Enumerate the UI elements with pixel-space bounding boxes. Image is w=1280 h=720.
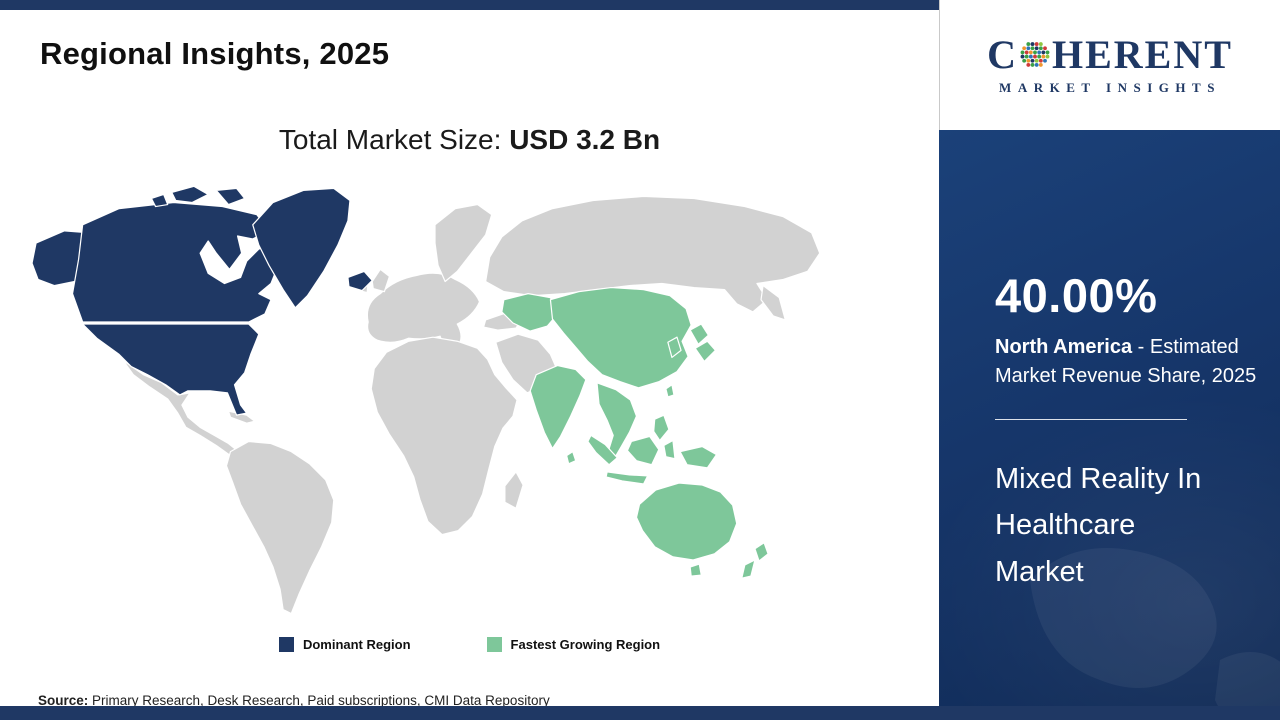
wordmark-prefix: C bbox=[987, 31, 1018, 77]
region-canada bbox=[71, 201, 280, 323]
source-text: Primary Research, Desk Research, Paid su… bbox=[92, 693, 550, 708]
dominant-region-swatch-icon bbox=[278, 637, 294, 652]
total-market-size-label: Total Market Size: bbox=[278, 124, 510, 155]
world-map bbox=[31, 185, 821, 615]
brand-logo-area: C HERENT MARKET INSIGHTS bbox=[939, 0, 1280, 130]
region-new-zealand-north bbox=[754, 542, 769, 562]
region-japan-south bbox=[694, 340, 717, 363]
region-scandinavia bbox=[434, 203, 493, 283]
main-area: Regional Insights, 2025 Total Market Siz… bbox=[0, 36, 939, 708]
bottom-accent-bar bbox=[0, 706, 1280, 720]
region-java bbox=[605, 471, 649, 485]
share-description: North America - Estimated Market Revenue… bbox=[995, 333, 1263, 391]
sidebar-panel: 40.00% North America - Estimated Market … bbox=[939, 130, 1280, 720]
legend-label-fastest-growing: Fastest Growing Region bbox=[510, 637, 661, 652]
region-arctic-island-1 bbox=[171, 185, 209, 204]
sidebar-divider bbox=[995, 419, 1187, 420]
region-sulawesi bbox=[663, 439, 676, 460]
region-taiwan bbox=[665, 384, 675, 398]
region-china-mongolia bbox=[549, 286, 692, 389]
region-new-zealand-south bbox=[741, 559, 756, 579]
map-legend: Dominant Region Fastest Growing Region bbox=[0, 637, 939, 652]
region-africa bbox=[370, 336, 518, 536]
region-japan-north bbox=[689, 323, 709, 345]
region-sri-lanka bbox=[566, 450, 577, 465]
total-market-size: Total Market Size: USD 3.2 Bn bbox=[0, 124, 939, 156]
market-name: Mixed Reality In Healthcare Market bbox=[995, 463, 1202, 588]
sidebar: C HERENT MARKET INSIGHTS 40.00% North Am bbox=[939, 0, 1280, 720]
region-arctic-island-2 bbox=[215, 187, 246, 206]
region-iceland bbox=[347, 270, 373, 292]
region-madagascar bbox=[504, 471, 524, 509]
share-desc-text: - Estimated Market Revenue Share, 2025 bbox=[995, 336, 1257, 387]
share-region: North America bbox=[995, 336, 1133, 358]
region-caribbean bbox=[227, 410, 256, 424]
globe-dots-icon bbox=[1020, 42, 1050, 67]
fastest-growing-regions bbox=[501, 286, 769, 579]
region-kamchatka bbox=[760, 284, 786, 321]
region-sumatra bbox=[587, 434, 618, 466]
share-value: 40.00% bbox=[995, 269, 1158, 322]
wordmark-suffix: HERENT bbox=[1051, 31, 1233, 77]
region-central-asia bbox=[501, 293, 560, 332]
region-philippines bbox=[653, 414, 670, 442]
region-arctic-island-3 bbox=[150, 193, 169, 208]
other-regions bbox=[122, 195, 821, 615]
region-korea bbox=[667, 336, 682, 359]
region-south-america bbox=[225, 440, 335, 615]
region-europe bbox=[366, 272, 481, 350]
region-india bbox=[529, 364, 587, 450]
legend-item-dominant: Dominant Region bbox=[278, 637, 411, 652]
region-australia bbox=[635, 482, 738, 561]
region-greenland bbox=[252, 187, 351, 309]
region-indochina bbox=[596, 382, 638, 460]
dominant-regions bbox=[31, 185, 373, 416]
region-tasmania bbox=[689, 563, 702, 577]
sidebar-map-texture bbox=[1030, 548, 1280, 720]
top-accent-bar bbox=[0, 0, 939, 10]
world-map-container bbox=[30, 180, 840, 626]
legend-item-fastest-growing: Fastest Growing Region bbox=[486, 637, 661, 652]
source-note: Source: Primary Research, Desk Research,… bbox=[38, 693, 550, 708]
fastest-growing-region-swatch-icon bbox=[486, 637, 502, 652]
legend-label-dominant: Dominant Region bbox=[302, 637, 411, 652]
region-borneo bbox=[626, 435, 660, 466]
total-market-size-value: USD 3.2 Bn bbox=[509, 124, 661, 155]
region-usa bbox=[82, 323, 260, 416]
brand-tagline: MARKET INSIGHTS bbox=[999, 79, 1221, 95]
coherent-wordmark: C HERENT bbox=[987, 31, 1233, 77]
page-title: Regional Insights, 2025 bbox=[40, 36, 390, 71]
region-uk bbox=[371, 268, 391, 293]
region-new-guinea bbox=[679, 445, 718, 469]
source-label: Source: bbox=[38, 693, 89, 708]
